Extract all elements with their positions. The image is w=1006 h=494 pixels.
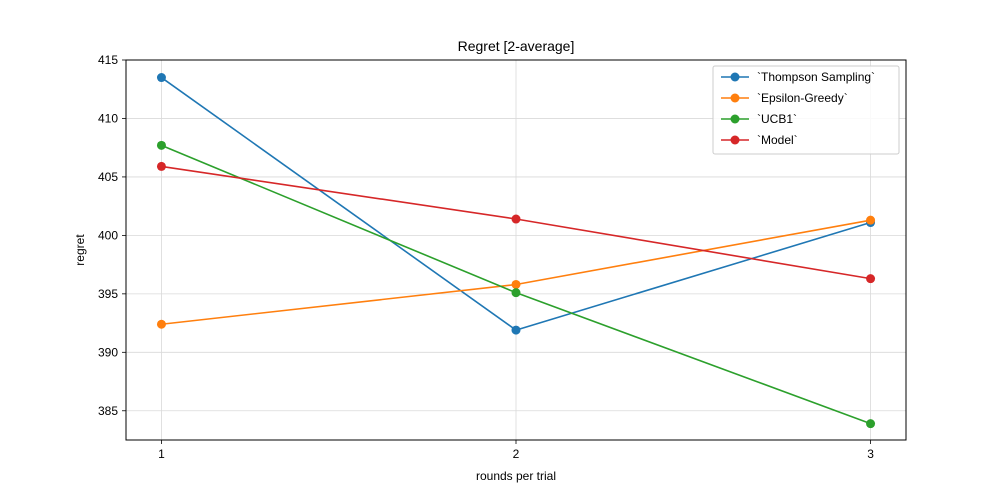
x-tick-label: 1 [158, 447, 165, 461]
series-3 [156, 140, 876, 429]
y-tick-label: 390 [98, 345, 118, 359]
data-point [511, 325, 521, 335]
data-point [156, 73, 166, 83]
chart-title: Regret [2-average] [458, 38, 575, 54]
y-tick-label: 400 [98, 228, 118, 242]
y-axis: 385 390 395 400 405 410 415 [98, 53, 126, 418]
data-point [156, 319, 166, 329]
legend-label: `Epsilon-Greedy` [757, 91, 848, 105]
legend-label: `Thompson Sampling` [757, 70, 875, 84]
legend-box [712, 65, 900, 155]
data-point [866, 419, 876, 429]
legend-marker [730, 114, 740, 124]
legend-marker [730, 72, 740, 82]
legend-marker [730, 93, 740, 103]
y-tick-label: 405 [98, 170, 118, 184]
x-tick-label: 3 [867, 447, 874, 461]
x-axis: 1 2 3 [158, 440, 874, 461]
y-tick-label: 395 [98, 287, 118, 301]
legend-item: `Model` [721, 133, 798, 147]
legend-label: `UCB1` [757, 112, 797, 126]
legend-label: `Model` [757, 133, 798, 147]
legend-item: `Epsilon-Greedy` [721, 91, 848, 105]
legend-marker [730, 135, 740, 145]
x-axis-label: rounds per trial [476, 469, 556, 483]
data-point [511, 288, 521, 298]
data-point [866, 215, 876, 225]
data-point [156, 140, 166, 150]
data-point [866, 274, 876, 284]
data-point [511, 214, 521, 224]
y-axis-label: regret [73, 234, 87, 266]
data-point [511, 279, 521, 289]
y-tick-label: 410 [98, 111, 118, 125]
legend: `Thompson Sampling` `Epsilon-Greedy` `UCB1… [712, 65, 900, 155]
x-tick-label: 2 [513, 447, 520, 461]
legend-item: `UCB1` [721, 112, 797, 126]
legend-item: `Thompson Sampling` [721, 70, 875, 84]
y-tick-label: 415 [98, 53, 118, 67]
y-tick-label: 385 [98, 404, 118, 418]
series-2 [156, 215, 876, 329]
data-point [156, 161, 166, 171]
series-layer [156, 73, 876, 429]
series-4 [156, 161, 876, 284]
